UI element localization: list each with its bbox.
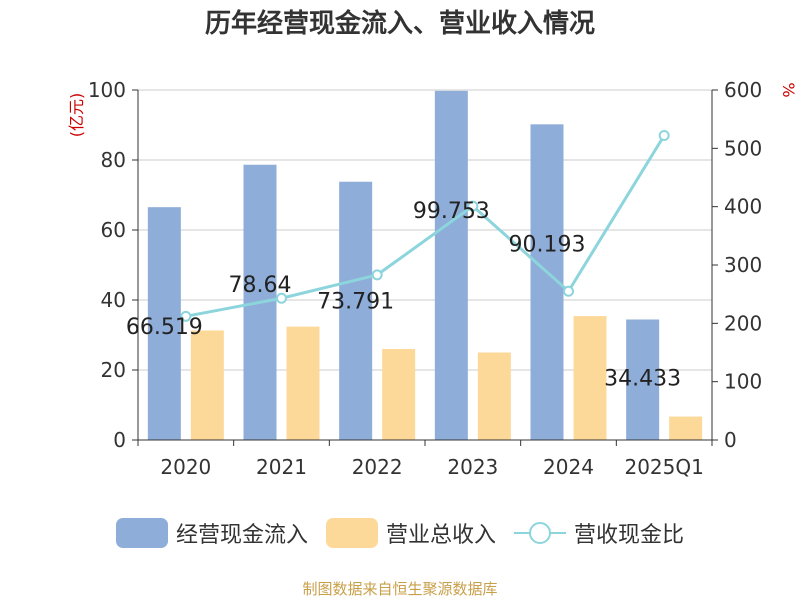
x-tick-label: 2025Q1: [624, 455, 703, 479]
left-axis-unit: (亿元): [67, 93, 86, 138]
right-tick-label: 400: [724, 195, 762, 219]
data-label-cash-inflow: 73.791: [317, 290, 394, 315]
right-tick-label: 200: [724, 311, 762, 335]
x-tick-label: 2023: [447, 455, 498, 479]
ratio-point: [658, 130, 670, 141]
x-tick-label: 2022: [352, 455, 403, 479]
bars: [147, 90, 703, 441]
grid-lines: [138, 89, 712, 371]
ratio-point: [467, 200, 479, 212]
right-tick-label: 500: [724, 136, 762, 160]
left-tick-label: 60: [101, 218, 126, 242]
data-label-cash-inflow: 66.519: [126, 315, 203, 340]
axes: 0 20 40 60 80 100 0 100 200 300 400 500 600 2020 2021 2…: [67, 78, 798, 479]
legend-label-ratio: 营收现金比: [574, 523, 685, 548]
left-tick-label: 80: [101, 148, 126, 172]
ratio-point: [276, 292, 287, 304]
left-tick-label: 40: [101, 288, 126, 312]
data-label-cash-inflow: 34.433: [604, 366, 681, 391]
right-tick-label: 600: [724, 78, 762, 102]
bar-cash-inflow: [434, 90, 468, 440]
legend-item-revenue[interactable]: 营业总收入: [325, 517, 496, 549]
data-labels: 66.519 78.64 73.791 99.753 90.193 34.433: [126, 199, 681, 392]
x-tick-label: 2020: [160, 455, 211, 479]
data-label-cash-inflow: 78.64: [229, 273, 292, 298]
chart-title: 历年经营现金流入、营业收入情况: [204, 9, 595, 39]
right-tick-label: 100: [724, 370, 762, 394]
bar-cash-inflow: [626, 319, 660, 440]
bar-revenue: [477, 352, 511, 440]
left-tick-label: 0: [113, 428, 126, 452]
ratio-line-path: [185, 134, 666, 318]
bar-revenue: [286, 326, 320, 440]
bar-revenue: [190, 330, 224, 440]
legend-label-cash-inflow: 经营现金流入: [175, 523, 308, 548]
ratio-point: [563, 285, 574, 297]
left-tick-label: 20: [101, 358, 126, 382]
legend-item-ratio[interactable]: 营收现金比: [514, 517, 684, 549]
bar-cash-inflow: [339, 181, 373, 440]
right-axis-unit: %: [779, 82, 798, 97]
ratio-point: [371, 269, 383, 281]
right-tick-label: 300: [724, 253, 762, 277]
bar-cash-inflow: [147, 207, 181, 440]
legend-swatch-ratio-icon: [514, 518, 566, 548]
ratio-line: [180, 130, 670, 322]
legend-swatch-cash-inflow: [115, 518, 168, 548]
data-label-cash-inflow: 99.753: [413, 199, 490, 224]
data-source-note: 制图数据来自恒生聚源数据库: [302, 580, 498, 598]
legend: 经营现金流入 营业总收入 营收现金比: [0, 517, 800, 549]
right-tick-label: 0: [724, 428, 737, 452]
bar-revenue: [669, 416, 703, 440]
ratio-point: [180, 310, 192, 322]
bar-revenue: [573, 316, 607, 440]
bar-revenue: [382, 349, 416, 440]
legend-label-revenue: 营业总收入: [385, 523, 496, 548]
legend-swatch-revenue: [325, 518, 378, 548]
data-label-cash-inflow: 90.193: [509, 232, 586, 257]
legend-item-cash-inflow[interactable]: 经营现金流入: [115, 517, 308, 549]
left-tick-label: 100: [88, 78, 126, 102]
x-tick-label: 2021: [256, 455, 307, 479]
x-tick-label: 2024: [543, 455, 594, 479]
